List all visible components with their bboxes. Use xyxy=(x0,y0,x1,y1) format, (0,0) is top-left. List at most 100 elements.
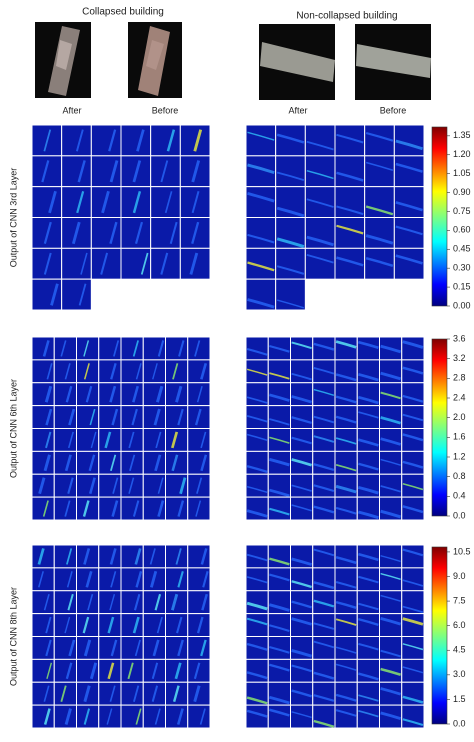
activation xyxy=(335,581,357,589)
feature-map xyxy=(401,382,425,407)
activation xyxy=(196,477,203,494)
activation xyxy=(395,139,423,151)
activation xyxy=(306,253,334,264)
activation xyxy=(42,340,50,357)
feature-map xyxy=(150,124,181,157)
colorbar-tick-label: 0.8 xyxy=(453,471,466,481)
colorbar xyxy=(431,126,448,307)
activation xyxy=(246,465,268,473)
activation xyxy=(83,639,92,657)
activation xyxy=(357,485,379,495)
feature-map xyxy=(334,450,358,475)
activation xyxy=(133,685,140,702)
activation xyxy=(380,437,402,446)
activation xyxy=(82,616,90,634)
activation xyxy=(269,372,290,380)
activation xyxy=(87,593,94,611)
feature-map-grid xyxy=(245,336,425,521)
feature-map xyxy=(76,473,100,498)
feature-map xyxy=(61,278,92,311)
activation xyxy=(134,221,144,245)
colorbar-tick-label: 3.2 xyxy=(453,353,466,363)
activation xyxy=(365,205,394,216)
activation xyxy=(402,666,424,674)
activation xyxy=(291,395,313,404)
feature-map xyxy=(120,613,144,637)
activation xyxy=(154,708,161,725)
activation xyxy=(68,639,76,657)
activation xyxy=(395,162,423,173)
activation xyxy=(88,454,96,472)
activation xyxy=(83,548,91,565)
feature-map xyxy=(275,155,306,188)
activation xyxy=(313,671,335,680)
activation xyxy=(66,571,73,588)
activation xyxy=(176,708,184,725)
activation xyxy=(166,129,176,152)
activation xyxy=(313,640,335,649)
feature-map xyxy=(53,359,77,384)
activation xyxy=(43,129,52,152)
activation xyxy=(109,548,117,565)
activation xyxy=(313,415,335,424)
activation xyxy=(358,552,379,562)
activation xyxy=(128,431,135,449)
activation xyxy=(135,363,142,380)
activation xyxy=(109,221,118,245)
activation xyxy=(313,463,335,472)
activation xyxy=(247,261,275,272)
activation xyxy=(43,593,50,611)
activation xyxy=(200,454,208,472)
colorbar-tick-label: 3.6 xyxy=(453,333,466,343)
activation xyxy=(291,617,313,626)
feature-map xyxy=(150,186,181,219)
feature-map xyxy=(98,496,122,521)
activation xyxy=(75,129,84,152)
activation xyxy=(140,252,149,275)
activation xyxy=(246,415,268,423)
activation xyxy=(64,708,72,725)
activation xyxy=(132,340,139,357)
activation xyxy=(269,418,290,426)
activation xyxy=(83,708,91,725)
feature-map xyxy=(61,155,92,188)
colorbar-tick-label: 9.0 xyxy=(453,571,466,581)
colorbar-tick-label: 0.60 xyxy=(453,225,471,235)
feature-map xyxy=(142,428,166,452)
activation xyxy=(380,485,401,493)
activation xyxy=(191,191,200,214)
feature-map xyxy=(53,450,77,475)
feature-map xyxy=(245,186,277,219)
activation xyxy=(291,649,313,658)
activation xyxy=(43,685,50,702)
activation xyxy=(269,624,290,632)
activation xyxy=(154,454,162,472)
feature-map xyxy=(245,544,269,569)
feature-map xyxy=(165,636,189,660)
colorbar-tick-label: 0.30 xyxy=(453,263,471,273)
activation xyxy=(109,160,119,183)
activation xyxy=(402,579,424,587)
colorbar-tick-label: 1.2 xyxy=(453,451,466,461)
activation xyxy=(358,373,379,382)
activation xyxy=(291,664,312,673)
activation xyxy=(132,616,140,634)
activation xyxy=(380,711,402,721)
activation xyxy=(402,617,424,626)
activation xyxy=(177,639,184,657)
activation xyxy=(113,340,120,357)
photo xyxy=(259,24,335,100)
activation xyxy=(247,131,275,141)
activation xyxy=(191,221,200,245)
activation xyxy=(151,685,159,702)
feature-map xyxy=(31,496,55,521)
activation xyxy=(191,160,201,183)
activation xyxy=(170,593,179,611)
activation xyxy=(335,415,357,424)
activation xyxy=(380,344,402,354)
activation xyxy=(402,548,424,557)
activation xyxy=(269,436,290,444)
feature-map xyxy=(98,590,122,615)
activation xyxy=(402,433,424,442)
activation xyxy=(365,131,394,142)
